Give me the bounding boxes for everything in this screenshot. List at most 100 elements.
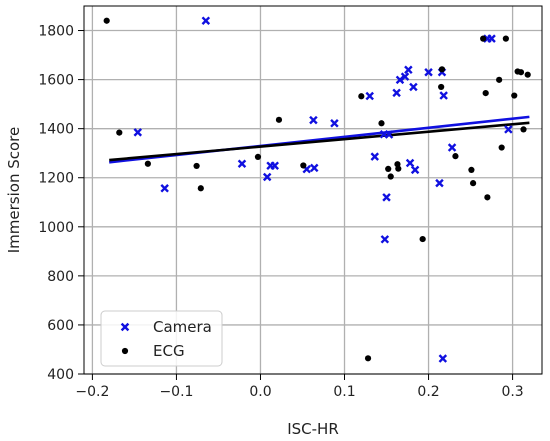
ecg-point	[254, 153, 262, 160]
ecg-point	[520, 126, 527, 133]
marker-stroke	[438, 354, 448, 363]
ecg-point	[378, 120, 385, 127]
ecg-point	[193, 162, 200, 170]
ecg-point	[197, 185, 204, 192]
ecg-point	[502, 35, 509, 42]
camera-point	[310, 163, 319, 173]
marker-stroke	[160, 184, 169, 193]
ecg-point	[438, 83, 445, 91]
ecg-point	[517, 69, 525, 76]
legend-label-camera: Camera	[153, 318, 212, 336]
camera-point	[160, 184, 169, 193]
ecg-point	[385, 165, 392, 173]
y-tick-label: 400	[47, 367, 74, 383]
camera-point	[504, 125, 513, 134]
marker-stroke	[380, 235, 390, 244]
ecg-point	[275, 116, 283, 123]
marker-stroke	[410, 165, 420, 175]
marker-stroke	[310, 163, 319, 173]
regression-lines	[109, 115, 530, 164]
x-tick-label: 0.1	[333, 384, 355, 400]
marker-stroke	[201, 16, 211, 25]
camera-point	[201, 16, 211, 25]
marker-stroke	[424, 67, 433, 77]
axis-ticks: −0.2 −0.1 0.0 0.1 0.2 0.3 400 600 800 1000 1200 140…	[38, 24, 523, 400]
ecg-point	[300, 162, 307, 169]
marker-stroke	[384, 130, 394, 139]
grid	[84, 6, 542, 375]
marker-stroke	[409, 82, 418, 92]
marker-stroke	[237, 159, 247, 168]
camera-point	[447, 143, 457, 152]
marker-stroke	[400, 72, 410, 81]
y-tick-label: 600	[47, 318, 74, 334]
legend: Camera ECG	[100, 310, 223, 367]
y-tick-label: 800	[47, 269, 74, 285]
ecg-point	[480, 35, 487, 42]
marker-stroke	[365, 91, 374, 101]
ecg-point	[511, 92, 518, 99]
marker-stroke	[382, 193, 391, 202]
marker-stroke	[392, 88, 401, 98]
ecg-point	[358, 93, 365, 100]
legend-marker-ecg	[121, 347, 129, 355]
legend-label-ecg: ECG	[153, 342, 185, 360]
camera-point	[270, 161, 280, 170]
camera-point	[439, 91, 448, 100]
camera-point	[404, 65, 413, 75]
camera-point	[410, 165, 420, 175]
camera-point	[405, 158, 415, 168]
legend-box	[100, 310, 223, 367]
marker-stroke	[439, 91, 448, 100]
plot-frame	[83, 5, 543, 375]
camera-point	[392, 88, 401, 98]
camera-point	[424, 67, 433, 77]
marker-stroke	[504, 125, 513, 134]
x-tick-label: −0.1	[159, 384, 193, 400]
ecg-point	[395, 165, 402, 172]
y-tick-label: 1200	[38, 171, 74, 187]
camera-point	[382, 193, 391, 202]
camera-point	[330, 119, 339, 128]
camera-point	[435, 178, 444, 188]
x-tick-label: 0.0	[249, 384, 271, 400]
ecg-point	[452, 153, 459, 160]
x-tick-label: 0.3	[501, 384, 523, 400]
legend-marker-camera	[120, 322, 130, 332]
camera-point	[384, 130, 394, 139]
ecg-point	[484, 194, 491, 201]
ecg-point	[419, 235, 426, 243]
ecg-point	[103, 17, 110, 24]
marker-stroke	[435, 178, 444, 188]
marker-stroke	[405, 158, 415, 168]
marker-stroke	[309, 115, 318, 125]
marker-stroke	[120, 322, 130, 332]
ecg-point	[469, 180, 477, 187]
marker-stroke	[370, 152, 380, 161]
y-tick-label: 1400	[38, 122, 74, 138]
marker-stroke	[447, 143, 457, 152]
camera-point	[438, 354, 448, 363]
ecg-point	[468, 166, 475, 173]
camera-point	[133, 128, 143, 137]
x-tick-label: 0.2	[417, 384, 439, 400]
marker-stroke	[302, 164, 311, 174]
ecg-point	[144, 160, 151, 167]
y-tick-label: 1000	[38, 220, 74, 236]
marker-stroke	[395, 75, 405, 85]
marker-stroke	[270, 161, 280, 170]
ecg-point	[524, 71, 531, 78]
camera-point	[262, 172, 272, 182]
camera-point	[309, 115, 318, 125]
ecg-point	[498, 144, 505, 151]
camera-point	[365, 91, 374, 101]
marker-stroke	[262, 172, 272, 182]
marker-stroke	[330, 119, 339, 128]
ecg-point	[496, 76, 503, 83]
camera-point	[237, 159, 247, 168]
camera-point	[409, 82, 418, 92]
ecg-point	[387, 173, 394, 180]
ecg-point	[364, 355, 372, 362]
marker-stroke	[487, 34, 496, 43]
